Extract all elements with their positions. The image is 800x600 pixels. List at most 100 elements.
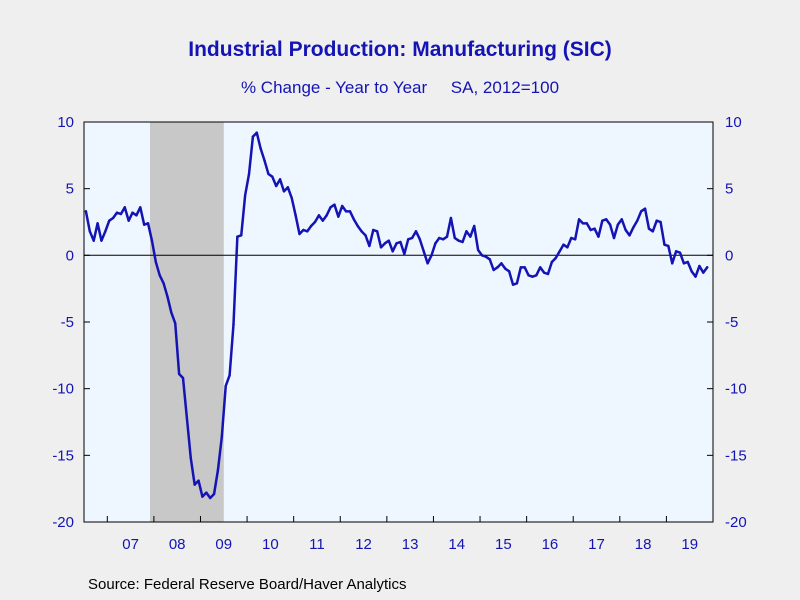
series-layer [84,131,709,500]
data-point [434,242,437,245]
data-point [108,219,111,222]
data-point [142,223,146,226]
data-point [375,230,379,233]
data-point [643,207,647,210]
data-point [131,211,134,214]
data-point [236,235,239,238]
data-point [636,219,639,222]
y-tick-label-left: 5 [66,181,74,198]
data-point [690,270,693,273]
data-point [383,242,387,245]
data-point [476,248,480,252]
data-point [278,178,282,181]
x-tick-label: 13 [402,536,419,553]
y-tick-label-left: 10 [57,114,74,131]
data-point [220,435,224,438]
data-point [608,223,612,226]
y-tick-label-right: 10 [725,114,742,131]
data-point [100,239,103,242]
y-tick-label-left: -10 [52,381,74,398]
y-tick-label-right: -5 [725,314,738,331]
data-point [566,246,569,249]
x-tick-label: 12 [355,536,372,553]
data-point [135,214,138,217]
data-point [511,283,515,286]
data-point [418,238,422,241]
data-point [333,203,336,206]
data-point [317,214,321,217]
data-point [247,172,251,176]
recession-layer [150,122,224,522]
data-point [542,271,546,274]
data-point [399,240,402,244]
data-point [96,222,99,225]
data-point [686,260,689,264]
data-point [465,230,468,233]
data-point [639,210,643,213]
data-point [309,224,313,228]
data-point [166,295,169,298]
chart-subtitle: % Change - Year to Year SA, 2012=100 [240,78,560,97]
data-point [267,172,270,176]
data-point [321,219,324,222]
data-point [694,275,697,278]
y-tick-label-right: -15 [725,447,747,464]
data-point [438,236,441,240]
data-point [185,416,189,420]
x-ticks-layer: 07 08 09 10 11 12 13 14 15 16 17 18 19 [106,516,698,553]
data-point [453,236,456,240]
y-ticks-layer: 10 10 5 5 0 0 -5 -5 -10 -10 -15 -15 -20 -20 [52,114,746,531]
y-tick-label-right: -10 [725,381,747,398]
data-point [550,260,554,264]
data-point [348,210,352,213]
data-point [577,218,581,221]
data-point [705,266,709,269]
data-point [286,186,290,189]
data-point [170,311,173,314]
data-point [197,479,200,482]
data-point [496,266,499,269]
data-point [84,210,88,213]
data-point [356,224,359,228]
x-tick-label: 19 [681,536,698,553]
y-tick-label-right: 5 [725,181,733,198]
data-point [271,175,274,178]
data-point [302,228,305,232]
data-point [632,226,635,229]
data-point [337,215,340,218]
data-point [127,219,130,222]
data-point [500,262,503,265]
data-point [251,135,255,138]
x-tick-label: 15 [495,536,512,553]
data-point [441,238,445,241]
data-point [562,243,565,246]
data-point [177,372,181,376]
data-point [407,238,410,241]
data-point [395,242,398,245]
data-point [570,236,573,240]
data-point [647,227,651,230]
data-point [667,244,670,248]
chart-title: Industrial Production: Manufacturing (SI… [188,38,612,61]
y-tick-label-left: -5 [61,314,74,331]
data-point [573,238,577,241]
data-point [224,384,227,388]
data-point [162,282,165,285]
data-point [620,218,623,221]
data-point [263,159,266,162]
data-point [589,228,592,232]
data-point [228,374,231,377]
data-point [523,266,526,269]
data-point [104,230,107,233]
data-point [488,258,491,261]
source-note: Source: Federal Reserve Board/Haver Anal… [88,576,407,593]
data-point [585,222,589,225]
data-point [123,206,126,209]
data-point [659,220,662,224]
data-point [558,250,561,253]
data-point [628,234,631,237]
data-point [294,214,297,217]
data-point [678,251,682,254]
y-tick-label-right: 0 [725,247,733,264]
